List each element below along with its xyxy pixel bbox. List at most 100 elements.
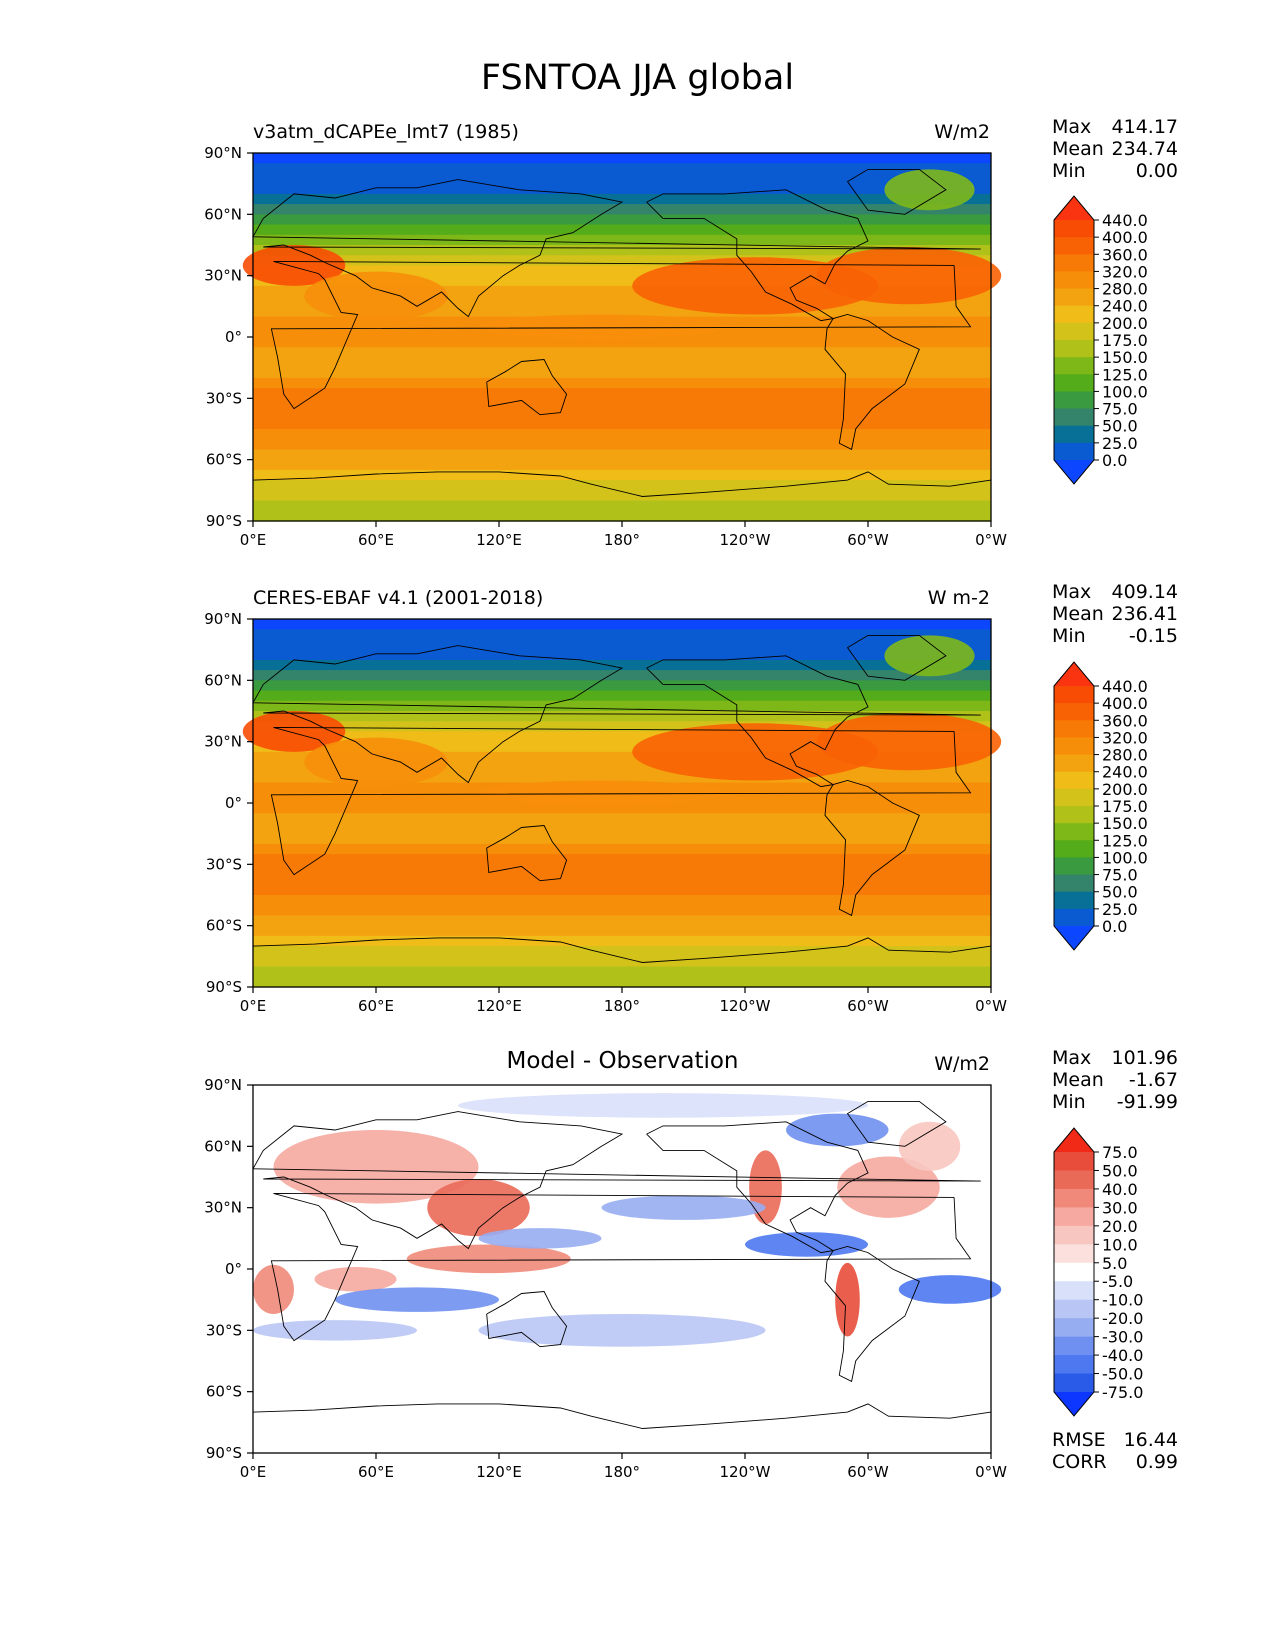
x-tick-label: 120°W	[720, 997, 771, 1015]
coastline	[846, 1100, 947, 1147]
difference-panel-stats: Max 101.96 Mean -1.67 Min -91.99	[1052, 1047, 1178, 1113]
colorbar-extend-min	[1054, 926, 1094, 950]
zonal-band	[253, 966, 991, 978]
colorbar-tick-label: 40.0	[1102, 1180, 1138, 1199]
stat-max-label: Max	[1052, 1047, 1092, 1069]
colorbar-tick-label: 75.0	[1102, 866, 1138, 885]
colorbar-tick-label: 125.0	[1102, 365, 1148, 384]
difference-anomaly	[601, 1195, 766, 1220]
x-tick-label: 0°W	[975, 1463, 1007, 1481]
x-tick-label: 120°E	[476, 997, 522, 1015]
colorbar-swatch	[1054, 425, 1094, 444]
colorbar-swatch	[1054, 1355, 1094, 1375]
zonal-band	[253, 905, 991, 917]
colorbar-tick-label: 280.0	[1102, 746, 1148, 765]
coastline	[846, 634, 947, 681]
colorbar-tick-label: 50.0	[1102, 883, 1138, 902]
zonal-band	[253, 721, 991, 733]
difference-anomaly	[898, 1275, 1002, 1304]
zonal-band	[253, 224, 991, 236]
field-cells	[242, 153, 1002, 522]
x-tick-label: 0°W	[975, 531, 1007, 549]
colorbar-swatch	[1054, 357, 1094, 375]
zonal-band	[253, 306, 991, 318]
colorbar-tick-label: -10.0	[1102, 1291, 1143, 1310]
coastline	[270, 1192, 972, 1342]
zonal-band	[253, 500, 991, 512]
coastline	[270, 260, 972, 410]
zonal-band	[253, 956, 991, 968]
coastlines	[252, 168, 992, 497]
colorbar-swatch	[1054, 857, 1094, 876]
zonal-band	[253, 629, 991, 641]
colorbar-tick-label: 0.0	[1102, 451, 1127, 470]
difference-anomaly	[898, 1121, 961, 1171]
colorbar-tick-label: 440.0	[1102, 211, 1148, 230]
stat-min-value: -91.99	[1116, 1091, 1178, 1113]
coastline	[252, 1111, 981, 1250]
zonal-band	[253, 619, 991, 630]
zonal-band	[253, 690, 991, 702]
y-tick-label: 60°S	[206, 451, 242, 469]
zonal-band	[253, 469, 991, 481]
zonal-band	[253, 418, 991, 430]
stat-min-label: Min	[1052, 160, 1086, 182]
coastline	[846, 168, 947, 215]
colorbar-tick-label: 75.0	[1102, 1143, 1138, 1162]
coastline	[824, 780, 920, 917]
y-tick-label: 90°S	[206, 1444, 242, 1462]
coastline	[646, 1121, 869, 1254]
zonal-band	[253, 762, 991, 773]
metric-rmse-label: RMSE	[1052, 1429, 1106, 1451]
reference-panel-units: W m-2	[927, 587, 990, 609]
zonal-band	[253, 285, 991, 297]
colorbar-tick-label: -75.0	[1102, 1383, 1143, 1402]
zonal-band	[253, 214, 991, 226]
colorbar-tick-label: 20.0	[1102, 1217, 1138, 1236]
colorbar-tick-label: 150.0	[1102, 348, 1148, 367]
regional-anomaly	[884, 169, 975, 211]
zonal-band	[253, 751, 991, 763]
x-tick-label: 120°E	[476, 531, 522, 549]
zonal-band	[253, 659, 991, 671]
colorbar-swatch	[1054, 322, 1094, 341]
coastline	[486, 1291, 568, 1348]
colorbar-swatch	[1054, 686, 1094, 704]
stat-mean-value: 234.74	[1111, 138, 1178, 160]
zonal-band	[253, 925, 991, 937]
difference-anomaly	[273, 1129, 479, 1204]
colorbar-extend-min	[1054, 1392, 1094, 1416]
colorbar-swatch	[1054, 874, 1094, 893]
colorbar-tick-label: 100.0	[1102, 848, 1148, 867]
map-panel-difference: 0°E 60°E 120°E 180° 120°W 60°W 0°W 90°N 60°N 30°N…	[204, 1076, 1007, 1481]
y-tick-label: 90°S	[206, 978, 242, 996]
zonal-band	[253, 895, 991, 906]
stat-max-label: Max	[1052, 581, 1092, 603]
colorbar-reference: 440.0400.0360.0320.0280.0240.0200.0175.0…	[1053, 661, 1148, 951]
colorbar-tick-label: 25.0	[1102, 900, 1138, 919]
stat-min-label: Min	[1052, 625, 1086, 647]
test-panel-units: W/m2	[934, 121, 990, 143]
zonal-band	[253, 935, 991, 947]
colorbar-tick-label: 100.0	[1102, 382, 1148, 401]
colorbar-tick-label: 240.0	[1102, 763, 1148, 782]
field-cells	[242, 619, 1002, 988]
stat-min-label: Min	[1052, 1091, 1086, 1113]
x-tick-label: 60°E	[358, 1463, 394, 1481]
zonal-band	[253, 429, 991, 440]
difference-anomaly	[837, 1156, 940, 1218]
colorbar-swatch	[1054, 1170, 1094, 1190]
colorbar-tick-label: 0.0	[1102, 917, 1127, 936]
zonal-band	[253, 915, 991, 927]
colorbar-tick-label: 30.0	[1102, 1198, 1138, 1217]
x-tick-label: 0°W	[975, 997, 1007, 1015]
colorbar-tick-label: -20.0	[1102, 1309, 1143, 1328]
zonal-band	[253, 741, 991, 753]
colorbar-tick-label: -30.0	[1102, 1328, 1143, 1347]
metric-corr-value: 0.99	[1135, 1451, 1178, 1473]
colorbar-swatch	[1054, 1336, 1094, 1356]
difference-anomaly	[835, 1262, 860, 1337]
x-tick-label: 120°W	[720, 1463, 771, 1481]
